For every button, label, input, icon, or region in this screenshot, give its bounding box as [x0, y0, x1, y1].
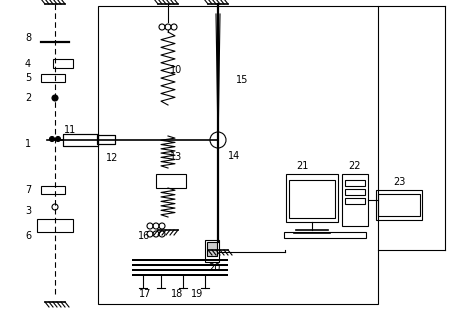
Text: 20: 20	[207, 263, 220, 273]
Bar	[156, 174, 186, 188]
Text: 10: 10	[170, 65, 182, 75]
Text: 6: 6	[25, 231, 31, 241]
Bar	[63, 134, 98, 146]
Bar	[205, 240, 218, 262]
Text: 8: 8	[25, 33, 31, 43]
Bar	[37, 219, 73, 232]
Bar	[344, 180, 364, 186]
Text: 2: 2	[25, 93, 31, 103]
Bar	[344, 189, 364, 195]
Text: 1: 1	[25, 139, 31, 149]
Text: 12: 12	[106, 153, 118, 163]
Bar	[97, 135, 115, 144]
Text: 21: 21	[295, 161, 308, 171]
Text: 16: 16	[137, 231, 150, 241]
Circle shape	[52, 95, 58, 101]
Circle shape	[50, 136, 55, 142]
Text: 11: 11	[64, 125, 76, 135]
Bar	[377, 194, 419, 216]
Text: 4: 4	[25, 59, 31, 69]
Text: 23: 23	[392, 177, 404, 187]
Text: 14: 14	[228, 151, 240, 161]
Bar	[283, 232, 365, 238]
Text: 19: 19	[191, 289, 202, 299]
Bar	[344, 198, 364, 204]
Bar	[41, 186, 65, 194]
Bar	[207, 242, 217, 256]
Text: 13: 13	[170, 152, 182, 162]
Text: 3: 3	[25, 206, 31, 216]
Circle shape	[56, 136, 61, 142]
Text: 17: 17	[138, 289, 151, 299]
Text: 22: 22	[348, 161, 360, 171]
Bar	[341, 174, 367, 226]
Bar	[97, 135, 115, 144]
Bar	[285, 174, 337, 222]
Bar	[375, 190, 421, 220]
Text: 7: 7	[25, 185, 31, 195]
Text: 18: 18	[171, 289, 183, 299]
Bar	[98, 6, 377, 304]
Bar	[53, 59, 73, 68]
Bar	[288, 180, 334, 218]
Text: 15: 15	[235, 75, 248, 85]
Bar	[63, 134, 98, 146]
Bar	[41, 74, 65, 82]
Text: 5: 5	[25, 73, 31, 83]
